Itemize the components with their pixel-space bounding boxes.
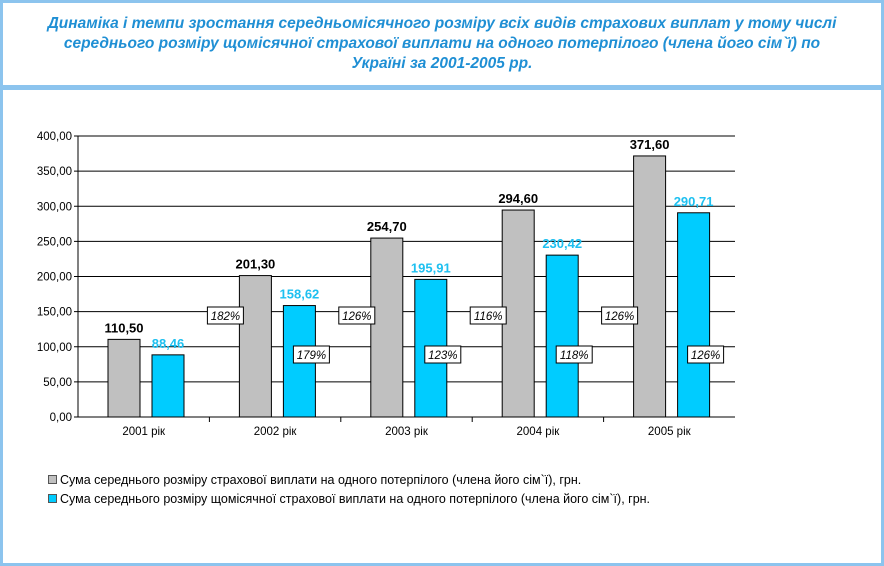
bar-series-1 — [501, 209, 535, 418]
growth-label-box-series-2 — [555, 345, 593, 364]
x-tick-label: 2001 рік — [122, 426, 166, 438]
data-label-series-1: 201,30 — [236, 257, 276, 272]
y-tick-label: 350,00 — [37, 166, 72, 178]
growth-label-series-1: 116% — [474, 311, 503, 323]
y-tick-label: 200,00 — [37, 272, 72, 284]
growth-label-box-series-2 — [292, 345, 330, 364]
data-label-series-2: 195,91 — [411, 260, 451, 275]
data-label-series-2: 158,62 — [280, 287, 320, 302]
bar-series-2 — [545, 254, 579, 418]
growth-label-series-2: 118% — [560, 350, 589, 362]
y-tick-label: 400,00 — [37, 131, 72, 143]
legend-item-series-2: Сума середнього розміру щомісячної страх… — [48, 489, 650, 508]
y-tick-label: 50,00 — [43, 377, 72, 389]
data-label-series-2: 88,46 — [152, 336, 185, 351]
bar-series-2 — [677, 212, 711, 418]
y-tick-label: 0,00 — [50, 412, 72, 424]
legend-item-series-1: Сума середнього розміру страхової виплат… — [48, 470, 650, 489]
x-tick-label: 2004 рік — [517, 426, 561, 438]
bar-series-1 — [370, 237, 404, 418]
growth-label-box-series-1 — [206, 306, 244, 325]
x-tick-label: 2002 рік — [254, 426, 298, 438]
y-tick-label: 250,00 — [37, 236, 72, 248]
bar-series-1 — [633, 155, 667, 418]
growth-label-box-series-1 — [469, 306, 507, 325]
bar-series-2 — [151, 354, 185, 418]
bar-series-1 — [107, 338, 141, 418]
data-label-series-1: 254,70 — [367, 219, 407, 234]
chart-title: Динаміка і темпи зростання середньомісяч… — [47, 15, 837, 72]
legend-label-series-2: Сума середнього розміру щомісячної страх… — [60, 491, 651, 506]
growth-label-box-series-1 — [601, 306, 639, 325]
x-tick-label: 2003 рік — [385, 426, 429, 438]
bar-series-1 — [238, 275, 272, 418]
growth-label-series-2: 123% — [428, 350, 457, 362]
y-tick-label: 300,00 — [37, 201, 72, 213]
growth-label-box-series-2 — [687, 345, 725, 364]
growth-label-series-2: 126% — [691, 350, 720, 362]
growth-label-series-1: 126% — [342, 311, 371, 323]
legend-swatch-series-1 — [48, 475, 57, 484]
data-label-series-1: 371,60 — [630, 137, 670, 152]
x-tick-label: 2005 рік — [648, 426, 692, 438]
data-label-series-1: 294,60 — [498, 191, 538, 206]
legend-swatch-series-2 — [48, 494, 57, 503]
legend: Сума середнього розміру страхової виплат… — [48, 470, 650, 508]
growth-label-box-series-1 — [338, 306, 376, 325]
legend-label-series-1: Сума середнього розміру страхової виплат… — [60, 472, 582, 487]
growth-label-box-series-2 — [424, 345, 462, 364]
data-label-series-2: 290,71 — [674, 194, 714, 209]
data-label-series-2: 230,42 — [542, 236, 582, 251]
title-box: Динаміка і темпи зростання середньомісяч… — [3, 3, 881, 90]
growth-label-series-1: 182% — [211, 311, 240, 323]
growth-label-series-2: 179% — [297, 350, 326, 362]
growth-label-series-1: 126% — [605, 311, 634, 323]
y-tick-label: 100,00 — [37, 342, 72, 354]
data-label-series-1: 110,50 — [104, 320, 143, 335]
y-tick-label: 150,00 — [37, 307, 72, 319]
